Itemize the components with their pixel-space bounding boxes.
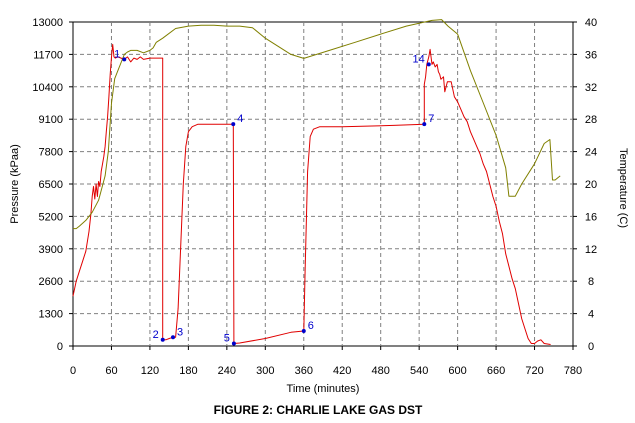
x-tick-label: 0 [70, 365, 76, 377]
x-axis-ticks: 0 60 120 180 240 300 360 420 480 540 600 660 720 780 [70, 346, 582, 377]
x-tick-label: 600 [448, 365, 466, 377]
y2-tick-label: 36 [585, 49, 597, 61]
y-tick-label: 2600 [39, 276, 63, 288]
x-axis-label: Time (minutes) [287, 383, 360, 395]
marked-point [231, 122, 236, 127]
x-tick-label: 540 [410, 365, 428, 377]
x-tick-label: 300 [256, 365, 274, 377]
x-tick-label: 120 [141, 365, 159, 377]
plot-area [72, 21, 574, 347]
y2-tick-label: 8 [588, 276, 594, 288]
x-tick-label: 180 [179, 365, 197, 377]
y2-tick-label: 0 [588, 341, 594, 353]
marked-point-label: 2 [153, 329, 159, 341]
y-tick-label: 13000 [32, 17, 63, 29]
marked-point [160, 337, 165, 342]
marked-point [231, 341, 236, 346]
pressure-series-line [72, 43, 551, 345]
marked-point-label: 3 [177, 326, 183, 338]
y-tick-label: 1300 [39, 309, 63, 321]
marked-point [171, 335, 175, 340]
marked-point-label: 1 [114, 48, 120, 60]
marked-point [122, 57, 127, 62]
marked-point-label: 7 [428, 113, 434, 125]
x-tick-label: 420 [333, 365, 351, 377]
y2-tick-label: 28 [585, 114, 597, 126]
marked-point [422, 122, 427, 127]
y-tick-label: 11700 [33, 49, 63, 61]
x-tick-label: 60 [105, 365, 117, 377]
y2-tick-label: 16 [585, 211, 597, 223]
y-tick-label: 7800 [39, 147, 63, 159]
marked-point [301, 329, 306, 334]
marked-point [426, 62, 431, 67]
y2-axis-ticks: 0 4 8 12 16 20 24 28 32 36 40 [573, 17, 597, 353]
temperature-series-line [73, 19, 561, 230]
marked-point-label: 14 [413, 53, 425, 65]
x-tick-label: 240 [218, 365, 236, 377]
chart-title: FIGURE 2: CHARLIE LAKE GAS DST [214, 403, 423, 417]
y-axis-ticks: 0 1300 2600 3900 5200 6500 7800 9100 10400 11700 1… [32, 17, 73, 353]
y-tick-label: 0 [57, 341, 63, 353]
y-axis-label: Pressure (kPaa) [9, 144, 21, 223]
y-tick-label: 10400 [32, 82, 63, 94]
x-tick-label: 720 [525, 365, 543, 377]
marked-point-label: 4 [237, 113, 243, 125]
y-tick-label: 3900 [39, 244, 63, 256]
x-tick-label: 360 [295, 365, 313, 377]
y2-tick-label: 4 [588, 309, 594, 321]
marked-point-label: 5 [224, 333, 230, 345]
y2-tick-label: 32 [585, 82, 597, 94]
y-tick-label: 5200 [39, 211, 63, 223]
y2-tick-label: 40 [585, 17, 597, 29]
y2-tick-label: 12 [585, 244, 597, 256]
marked-point-label: 6 [308, 320, 314, 332]
y2-tick-label: 20 [585, 179, 597, 191]
y-tick-label: 9100 [39, 114, 63, 126]
marked-points: 1 2 3 4 5 6 7 14 [114, 48, 434, 346]
x-tick-label: 480 [372, 365, 390, 377]
y2-axis-label: Temperature (C) [617, 148, 629, 228]
y-tick-label: 6500 [39, 179, 63, 191]
series [72, 19, 561, 345]
x-tick-label: 780 [564, 365, 582, 377]
y2-tick-label: 24 [585, 147, 597, 159]
x-tick-label: 660 [487, 365, 505, 377]
